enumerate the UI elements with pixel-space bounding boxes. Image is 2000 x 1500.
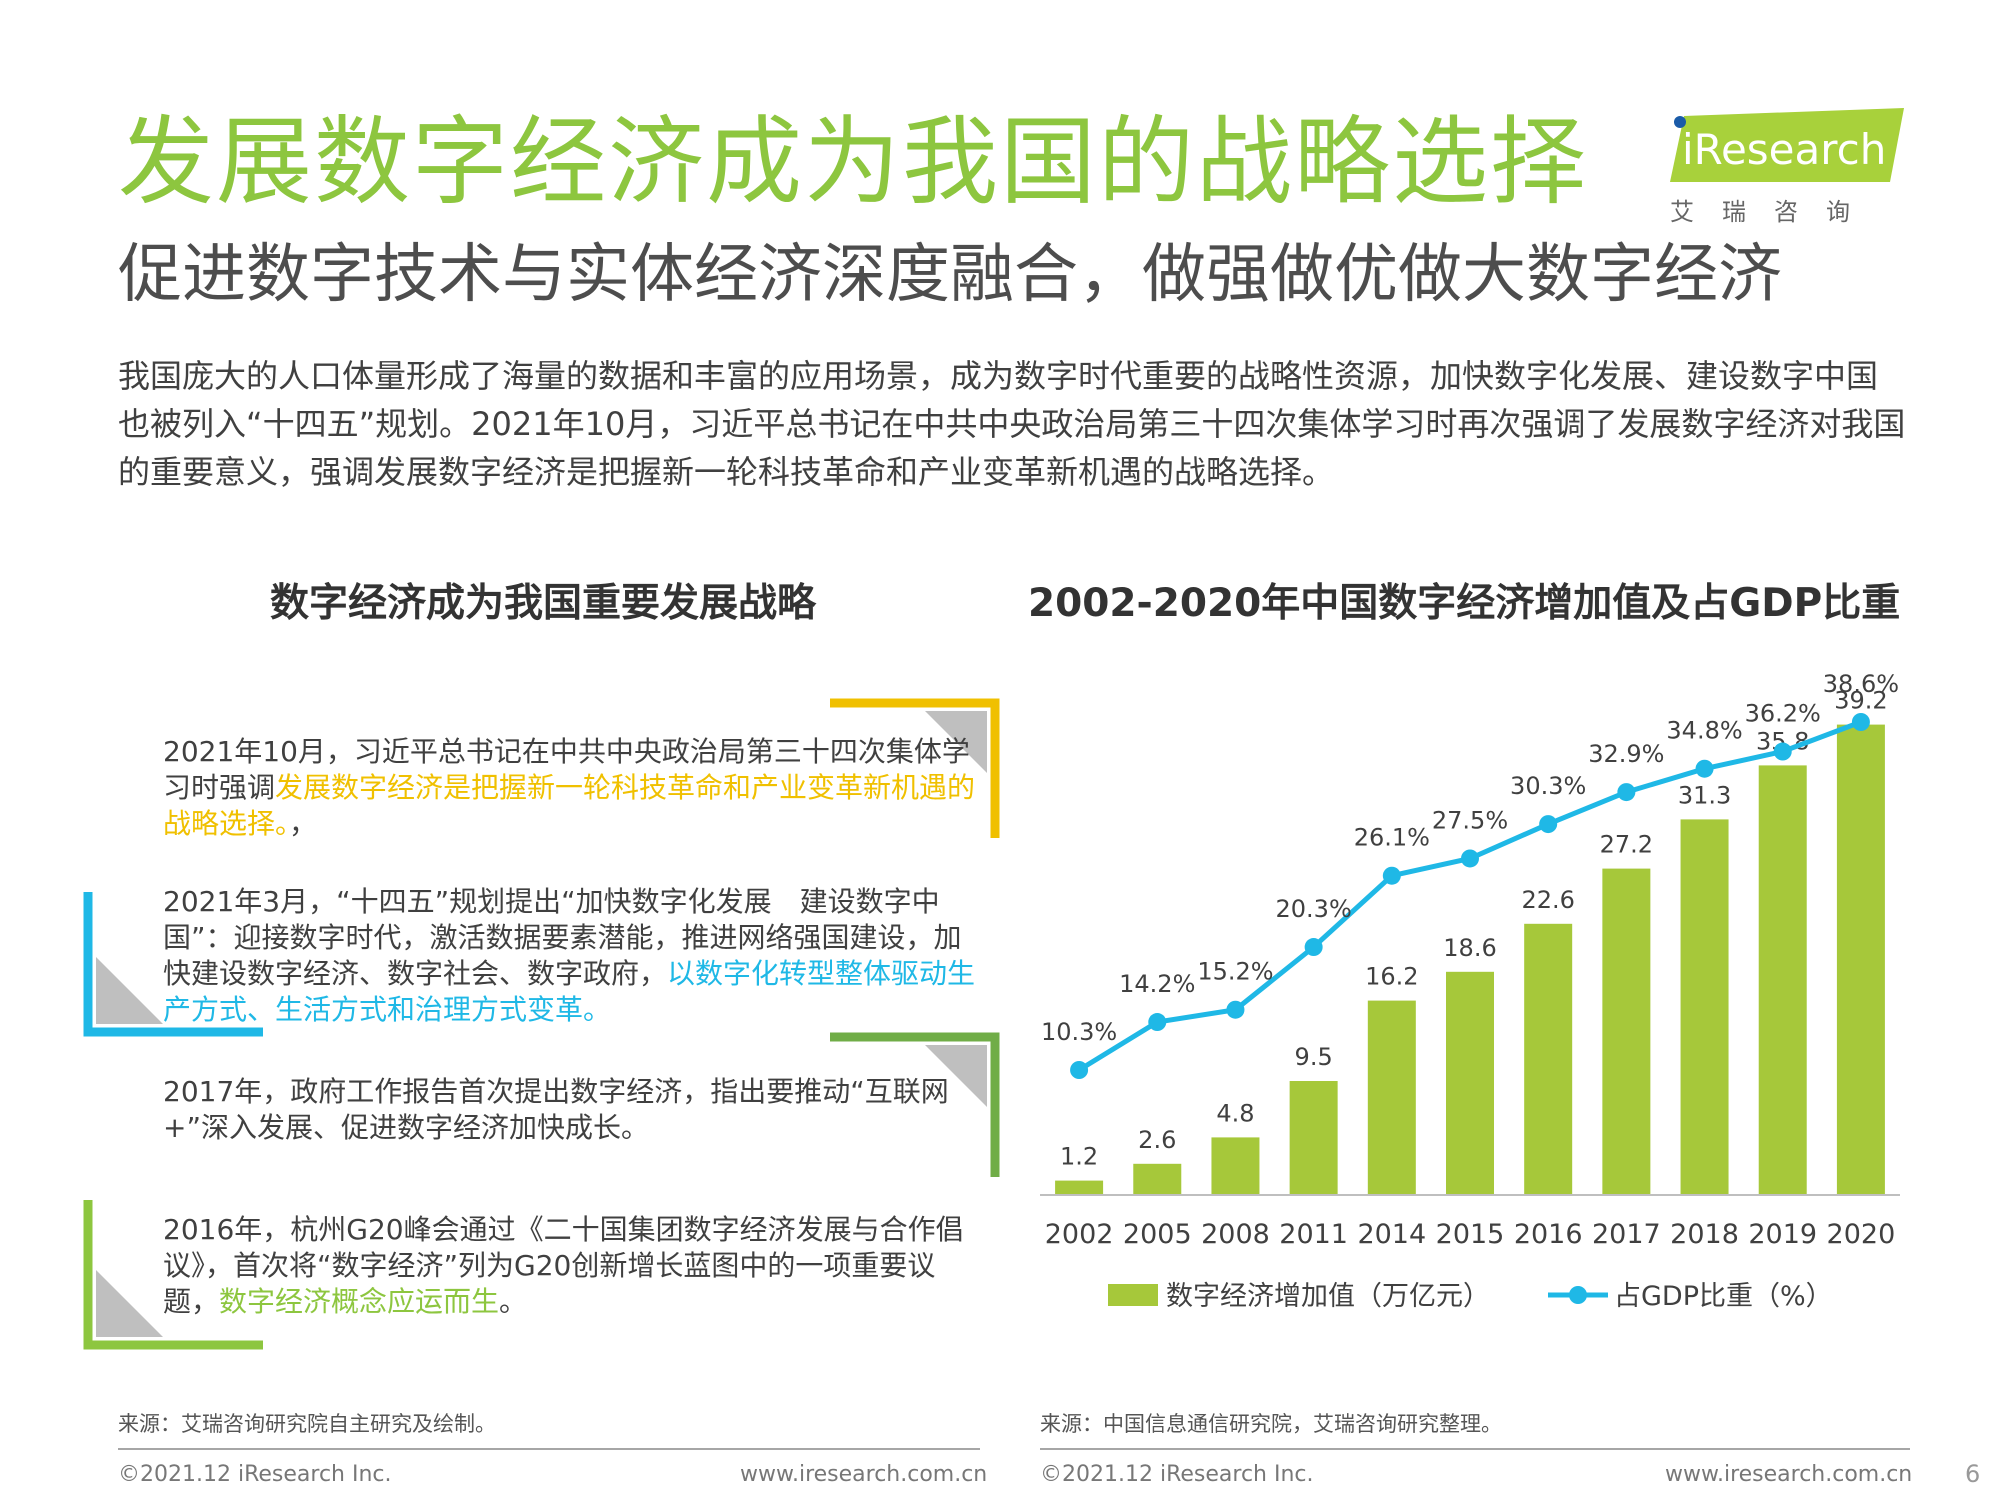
page-number: 6: [1965, 1460, 1981, 1488]
legend-line-marker: [1569, 1286, 1587, 1304]
left-footer-divider: [118, 1448, 980, 1450]
x-axis: 2002 2005 2008 2011 2014 2015 2016 2017 2018 2019…: [1040, 1194, 1900, 1250]
item-highlight: 以数字化转型整体驱动生产方式、生活方式和治理方式变革。: [163, 957, 976, 1026]
bar-2018: [1680, 819, 1729, 1195]
bar-value-label: 9.5: [1295, 1043, 1333, 1071]
line-value-label: 38.6%: [1823, 670, 1899, 698]
line-value-label: 14.2%: [1119, 970, 1195, 998]
x-tick-label: 2014: [1357, 1219, 1426, 1250]
line-series: 10.3%14.2% 15.2% 20.3% 26.1%27.5%30.3%32.9%…: [1041, 670, 1899, 1079]
bar-value-label: 4.8: [1216, 1099, 1254, 1127]
line-point-2014: [1382, 866, 1401, 885]
bar-2011: [1289, 1081, 1338, 1195]
intro-paragraph: 我国庞大的人口体量形成了海量的数据和丰富的应用场景，成为数字时代重要的战略性资源…: [118, 357, 1906, 491]
line-value-label: 10.3%: [1041, 1018, 1117, 1046]
bar-2020: [1836, 724, 1885, 1195]
line-point-2002: [1070, 1061, 1089, 1079]
bar-series: 1.22.64.89.516.218.622.627.231.335.839.2: [1055, 687, 1888, 1195]
item-tail: ，: [289, 807, 318, 840]
item-tail: 。: [499, 1285, 528, 1318]
logo-text: iResearch: [1682, 125, 1886, 174]
chart-canvas: 1.22.64.89.516.218.622.627.231.335.839.2…: [1040, 670, 1900, 1312]
page-title: 发展数字经济成为我国的战略选择: [118, 106, 1588, 218]
line-point-2015: [1461, 849, 1479, 868]
bar-2019: [1758, 765, 1807, 1195]
right-website: www.iresearch.com.cn: [1665, 1462, 1913, 1487]
bar-2016: [1524, 923, 1573, 1195]
strategy-item-2017: 2017年，政府工作报告首次提出数字经济，指出要推动“互联网+”深入发展、促进数…: [163, 1074, 983, 1146]
left-copyright: ©2021.12 iResearch Inc.: [118, 1462, 392, 1487]
line-point-2016: [1539, 815, 1558, 834]
bar-value-label: 2.6: [1138, 1126, 1176, 1154]
bar-value-label: 31.3: [1678, 781, 1731, 809]
x-tick-label: 2018: [1670, 1219, 1739, 1250]
x-tick-label: 2019: [1748, 1219, 1817, 1250]
x-tick-label: 2002: [1045, 1219, 1114, 1250]
line-point-2005: [1148, 1013, 1167, 1032]
bar-2014: [1367, 1000, 1416, 1195]
x-tick-label: 2005: [1123, 1219, 1192, 1250]
iresearch-logo: iResearch: [1670, 108, 1904, 182]
corner-bracket-yellow: [830, 698, 1000, 838]
left-source-note: 来源：艾瑞咨询研究院自主研究及绘制。: [118, 1412, 496, 1436]
line-point-2008: [1226, 1000, 1245, 1019]
line-value-label: 32.9%: [1588, 740, 1664, 768]
item-highlight: 数字经济概念应运而生: [219, 1285, 500, 1318]
x-tick-label: 2017: [1592, 1219, 1661, 1250]
x-tick-label: 2011: [1279, 1219, 1348, 1250]
item-text: 2021年10月，习近平总书记在中共中央政治局第三十四次集体学习时强调: [163, 735, 970, 804]
strategy-item-2021-03: 2021年3月，“十四五”规划提出“加快数字化发展 建设数字中国”：迎接数字时代…: [163, 884, 983, 1028]
legend-bar-swatch: [1108, 1284, 1158, 1306]
chart-title: 2002-2020年中国数字经济增加值及占GDP比重: [1028, 581, 1901, 626]
corner-bracket-blue: [83, 892, 263, 1037]
x-tick-label: 2020: [1827, 1219, 1896, 1250]
left-section-title: 数字经济成为我国重要发展战略: [270, 581, 817, 626]
corner-bracket-green: [830, 1032, 1000, 1177]
legend-line-label: 占GDP比重（%）: [1614, 1281, 1833, 1312]
bar-2002: [1055, 1180, 1104, 1195]
logo-subtext: 艾瑞咨询: [1670, 198, 1878, 226]
item-text: 2016年，杭州G20峰会通过《二十国集团数字经济发展与合作倡议》，首次将“数字…: [163, 1213, 964, 1318]
bar-2017: [1602, 868, 1651, 1195]
line-value-label: 26.1%: [1354, 824, 1430, 852]
line-value-label: 27.5%: [1432, 806, 1508, 834]
bar-value-label: 18.6: [1443, 934, 1496, 962]
item-text: 2021年3月，“十四五”规划提出“加快数字化发展 建设数字中国”：迎接数字时代…: [163, 885, 962, 990]
line-point-2018: [1695, 759, 1714, 778]
line-point-2019: [1773, 742, 1792, 761]
logo-background: [1670, 108, 1904, 182]
bar-value-label: 22.6: [1521, 886, 1574, 914]
right-footer-divider: [1040, 1448, 1910, 1450]
x-tick-label: 2008: [1201, 1219, 1270, 1250]
right-copyright: ©2021.12 iResearch Inc.: [1040, 1462, 1314, 1487]
page-subtitle: 促进数字技术与实体经济深度融合，做强做优做大数字经济: [118, 238, 1782, 312]
line-value-label: 15.2%: [1197, 958, 1273, 986]
x-tick-label: 2015: [1436, 1219, 1505, 1250]
line-value-label: 30.3%: [1510, 772, 1586, 800]
bar-2005: [1133, 1163, 1182, 1195]
line-value-label: 34.8%: [1666, 717, 1742, 745]
line-point-2017: [1617, 783, 1636, 802]
legend-bar-label: 数字经济增加值（万亿元）: [1166, 1281, 1490, 1312]
bar-value-label: 16.2: [1365, 963, 1418, 991]
bar-2015: [1446, 971, 1494, 1195]
bar-value-label: 27.2: [1600, 831, 1653, 859]
left-website: www.iresearch.com.cn: [740, 1462, 988, 1487]
x-tick-label: 2016: [1514, 1219, 1583, 1250]
chart-legend: 数字经济增加值（万亿元） 占GDP比重（%）: [1108, 1281, 1833, 1312]
right-source-note: 来源：中国信息通信研究院，艾瑞咨询研究整理。: [1040, 1412, 1502, 1436]
bar-value-label: 1.2: [1060, 1143, 1098, 1171]
item-highlight: 发展数字经济是把握新一轮科技革命和产业变革新机遇的战略选择。: [163, 771, 976, 840]
line-point-2020: [1851, 713, 1870, 731]
item-text: 2017年，政府工作报告首次提出数字经济，指出要推动“互联网+”深入发展、促进数…: [163, 1075, 949, 1144]
strategy-item-2021-10: 2021年10月，习近平总书记在中共中央政治局第三十四次集体学习时强调发展数字经…: [163, 734, 983, 842]
strategy-item-2016: 2016年，杭州G20峰会通过《二十国集团数字经济发展与合作倡议》，首次将“数字…: [163, 1212, 983, 1320]
logo-dot: [1674, 116, 1686, 128]
line-point-2011: [1304, 938, 1323, 957]
line-value-label: 36.2%: [1745, 700, 1821, 728]
line-value-label: 20.3%: [1276, 895, 1352, 923]
corner-bracket-lightgreen: [83, 1200, 263, 1350]
bar-2008: [1211, 1137, 1260, 1195]
bar-value-label: 39.2: [1834, 687, 1887, 715]
